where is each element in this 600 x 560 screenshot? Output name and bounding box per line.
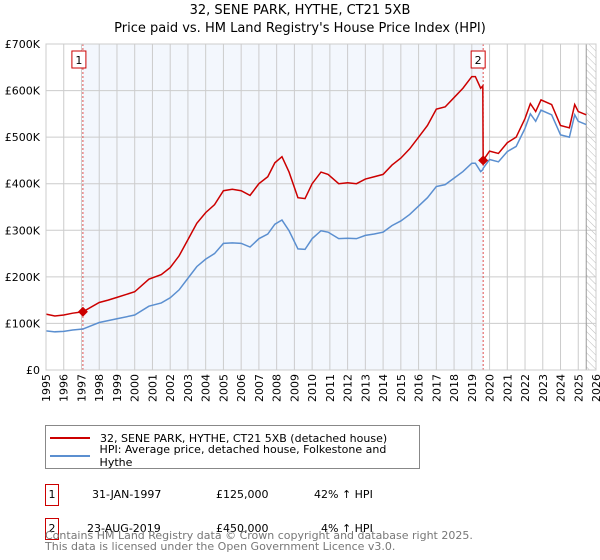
x-tick-label: 1995 — [40, 374, 53, 402]
x-tick-label: 2022 — [519, 374, 532, 402]
legend-swatch-property — [50, 437, 90, 439]
footer-line-2: This data is licensed under the Open Gov… — [45, 540, 396, 553]
x-tick-label: 2010 — [306, 374, 319, 402]
x-tick-label: 1997 — [75, 374, 88, 402]
x-tick-label: 2008 — [271, 374, 284, 402]
x-tick-label: 2009 — [288, 374, 301, 402]
hpi-line — [45, 109, 587, 333]
sale-price: £125,000 — [216, 488, 269, 501]
sale-hpi-diff: 42% ↑ HPI — [314, 488, 373, 501]
x-tick-label: 2000 — [129, 374, 142, 402]
sale-date: 31-JAN-1997 — [92, 488, 162, 501]
footer: Contains HM Land Registry data © Crown c… — [45, 530, 473, 552]
footer-line-1: Contains HM Land Registry data © Crown c… — [45, 529, 473, 542]
y-tick-label: £0 — [26, 364, 40, 377]
chart-subtitle: Price paid vs. HM Land Registry's House … — [114, 21, 486, 36]
y-tick-label: £400K — [5, 178, 41, 191]
legend: 32, SENE PARK, HYTHE, CT21 5XB (detached… — [45, 425, 420, 469]
x-tick-label: 2020 — [484, 374, 497, 402]
x-tick-label: 2023 — [537, 374, 550, 402]
sale-number-label: 2 — [475, 54, 482, 67]
forecast-hatch — [586, 44, 596, 370]
legend-swatch-hpi — [50, 455, 90, 457]
sale-number-box — [470, 50, 486, 69]
x-tick-label: 2019 — [466, 374, 479, 402]
sale-point-marker — [478, 155, 489, 166]
x-tick-label: 1996 — [58, 374, 71, 402]
x-tick-label: 2011 — [324, 374, 337, 402]
y-tick-label: £700K — [5, 38, 41, 51]
x-tick-label: 2006 — [235, 374, 248, 402]
x-tick-label: 1998 — [93, 374, 106, 402]
sale-number-box — [71, 50, 87, 69]
x-tick-label: 2017 — [430, 374, 443, 402]
y-tick-label: £200K — [5, 271, 41, 284]
sale-marker-label: 1 — [45, 484, 59, 506]
y-tick-label: £500K — [5, 131, 41, 144]
legend-label-property: 32, SENE PARK, HYTHE, CT21 5XB (detached… — [100, 431, 388, 445]
x-tick-label: 2014 — [377, 374, 390, 402]
x-tick-label: 2015 — [395, 374, 408, 402]
y-tick-label: £100K — [5, 317, 41, 330]
legend-label-hpi: HPI: Average price, detached house, Folk… — [99, 443, 387, 469]
sale-period-shading — [82, 44, 484, 370]
sale-date: 23-AUG-2019 — [87, 522, 161, 535]
x-tick-label: 2003 — [182, 374, 195, 402]
x-tick-label: 1999 — [111, 374, 124, 402]
x-tick-label: 2001 — [146, 374, 159, 402]
sale-marker-label: 2 — [45, 518, 59, 540]
x-tick-label: 2024 — [555, 374, 568, 402]
y-tick-label: £600K — [5, 85, 41, 98]
x-tick-label: 2025 — [572, 374, 585, 402]
sale-number-label: 1 — [75, 54, 82, 67]
x-tick-label: 2026 — [590, 374, 600, 402]
property-price-line — [45, 75, 587, 317]
x-tick-label: 2005 — [217, 374, 230, 402]
sale-point-marker — [77, 306, 88, 317]
plot-area: 1995 1996 1997 1998 1999 2000 2001 2002 2003 2004… — [5, 38, 600, 402]
x-tick-label: 2002 — [164, 374, 177, 402]
sale-price: £450,000 — [216, 522, 269, 535]
x-tick-label: 2012 — [342, 374, 355, 402]
x-tick-label: 2021 — [501, 374, 514, 402]
x-tick-label: 2018 — [448, 374, 461, 402]
x-tick-label: 2016 — [413, 374, 426, 402]
sale-hpi-diff: 4% ↑ HPI — [321, 522, 373, 535]
x-tick-label: 2013 — [359, 374, 372, 402]
x-tick-label: 2004 — [200, 374, 213, 402]
chart-title: 32, SENE PARK, HYTHE, CT21 5XB — [189, 3, 411, 18]
y-tick-label: £300K — [5, 224, 41, 237]
plot-border — [45, 43, 597, 371]
x-tick-label: 2007 — [253, 374, 266, 402]
